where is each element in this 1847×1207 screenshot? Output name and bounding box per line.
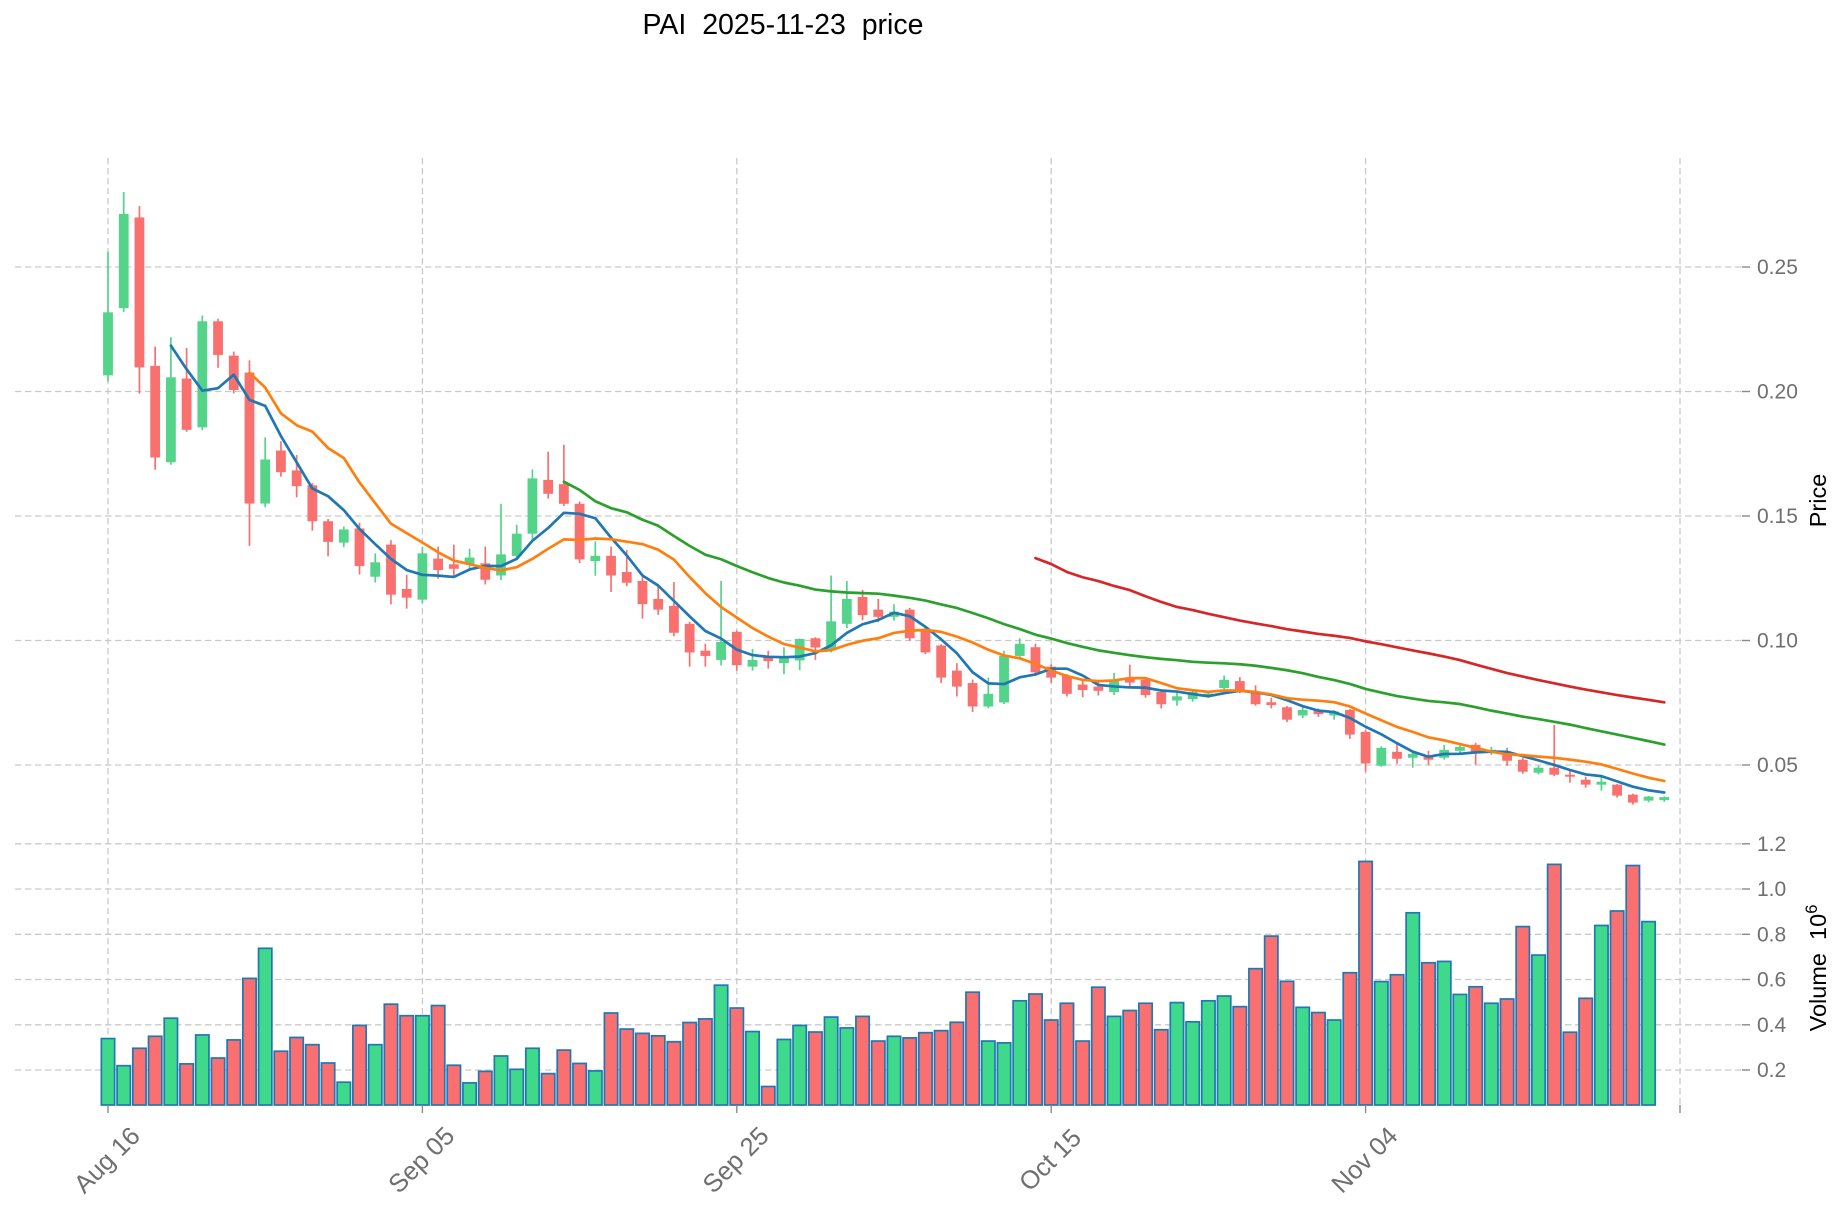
svg-text:PAI 2025-11-23 price: PAI 2025-11-23 price (643, 9, 924, 41)
svg-text:0.2: 0.2 (1757, 1059, 1786, 1082)
svg-text:0.4: 0.4 (1757, 1014, 1787, 1037)
svg-text:0.05: 0.05 (1757, 754, 1798, 777)
svg-text:1.2: 1.2 (1757, 833, 1786, 856)
svg-text:0.15: 0.15 (1757, 505, 1798, 528)
svg-text:0.8: 0.8 (1757, 923, 1786, 946)
svg-text:0.25: 0.25 (1757, 256, 1798, 279)
svg-text:1.0: 1.0 (1757, 878, 1786, 901)
svg-text:Volume 106: Volume 106 (1803, 905, 1831, 1032)
svg-text:Price: Price (1805, 474, 1831, 528)
svg-text:0.20: 0.20 (1757, 381, 1798, 404)
svg-text:0.6: 0.6 (1757, 969, 1786, 992)
svg-text:0.10: 0.10 (1757, 630, 1798, 653)
